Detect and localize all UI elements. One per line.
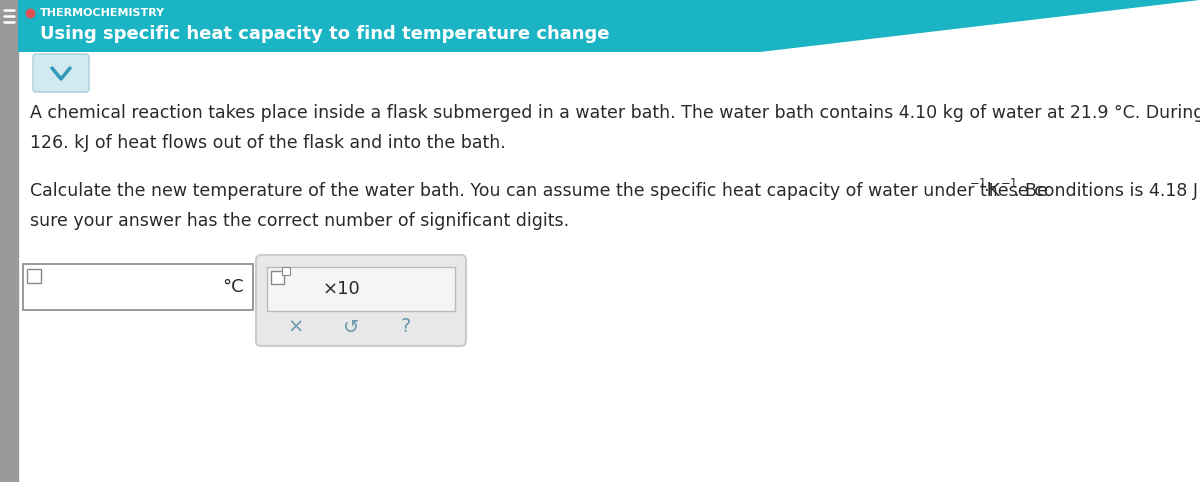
Text: . Be: . Be <box>1014 182 1048 200</box>
Text: THERMOCHEMISTRY: THERMOCHEMISTRY <box>40 8 166 18</box>
FancyBboxPatch shape <box>34 54 89 92</box>
Bar <box>0 0 18 482</box>
Text: sure your answer has the correct number of significant digits.: sure your answer has the correct number … <box>30 212 569 230</box>
Text: ·K: ·K <box>983 182 1000 200</box>
Text: −1: −1 <box>1001 177 1019 190</box>
Text: 126. kJ of heat flows out of the flask and into the bath.: 126. kJ of heat flows out of the flask a… <box>30 134 505 152</box>
Text: °C: °C <box>222 278 244 296</box>
Text: A chemical reaction takes place inside a flask submerged in a water bath. The wa: A chemical reaction takes place inside a… <box>30 104 1200 122</box>
Polygon shape <box>18 0 1200 52</box>
Bar <box>271 271 284 284</box>
Text: ↺: ↺ <box>343 318 359 336</box>
Text: −1: −1 <box>970 177 988 190</box>
FancyBboxPatch shape <box>256 255 466 346</box>
Text: ×10: ×10 <box>322 280 360 298</box>
Text: Using specific heat capacity to find temperature change: Using specific heat capacity to find tem… <box>40 25 610 43</box>
Text: ×: × <box>288 318 304 336</box>
Text: Calculate the new temperature of the water bath. You can assume the specific hea: Calculate the new temperature of the wat… <box>30 182 1200 200</box>
Bar <box>28 269 41 283</box>
Bar <box>282 267 290 275</box>
Bar <box>23 264 253 310</box>
Bar <box>266 267 455 311</box>
Text: ?: ? <box>401 318 412 336</box>
